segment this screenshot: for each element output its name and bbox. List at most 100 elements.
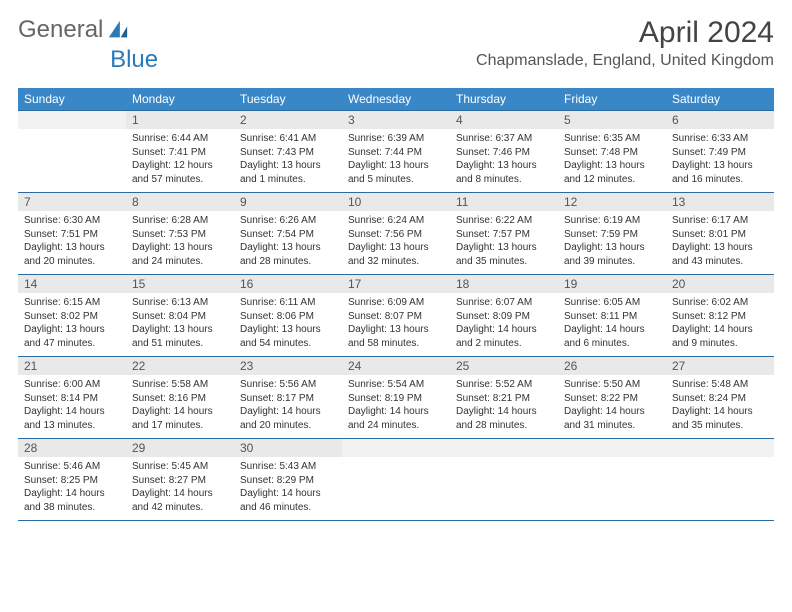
sunset-text: Sunset: 7:56 PM	[348, 228, 444, 242]
sunrise-text: Sunrise: 6:02 AM	[672, 296, 768, 310]
daylight-line2: and 1 minutes.	[240, 173, 336, 187]
day-number: 28	[18, 439, 126, 457]
sunrise-text: Sunrise: 6:30 AM	[24, 214, 120, 228]
day-details: Sunrise: 5:46 AMSunset: 8:25 PMDaylight:…	[18, 457, 126, 518]
day-details: Sunrise: 6:37 AMSunset: 7:46 PMDaylight:…	[450, 129, 558, 190]
week-row: 28Sunrise: 5:46 AMSunset: 8:25 PMDayligh…	[18, 439, 774, 521]
daylight-line1: Daylight: 13 hours	[132, 323, 228, 337]
day-cell	[342, 439, 450, 521]
daylight-line2: and 35 minutes.	[456, 255, 552, 269]
day-number: 9	[234, 193, 342, 211]
day-details: Sunrise: 5:50 AMSunset: 8:22 PMDaylight:…	[558, 375, 666, 436]
calendar-page: General April 2024 Chapmanslade, England…	[0, 0, 792, 537]
daylight-line2: and 2 minutes.	[456, 337, 552, 351]
day-number: 22	[126, 357, 234, 375]
sunset-text: Sunset: 8:27 PM	[132, 474, 228, 488]
daylight-line2: and 12 minutes.	[564, 173, 660, 187]
day-number	[18, 111, 126, 129]
daylight-line1: Daylight: 14 hours	[564, 405, 660, 419]
sunset-text: Sunset: 8:02 PM	[24, 310, 120, 324]
daylight-line2: and 35 minutes.	[672, 419, 768, 433]
day-cell: 13Sunrise: 6:17 AMSunset: 8:01 PMDayligh…	[666, 193, 774, 275]
daylight-line2: and 9 minutes.	[672, 337, 768, 351]
day-number: 16	[234, 275, 342, 293]
daylight-line1: Daylight: 13 hours	[564, 159, 660, 173]
day-cell	[450, 439, 558, 521]
sunrise-text: Sunrise: 6:35 AM	[564, 132, 660, 146]
day-details: Sunrise: 6:07 AMSunset: 8:09 PMDaylight:…	[450, 293, 558, 354]
day-number: 29	[126, 439, 234, 457]
day-details: Sunrise: 6:17 AMSunset: 8:01 PMDaylight:…	[666, 211, 774, 272]
daylight-line1: Daylight: 13 hours	[240, 159, 336, 173]
day-cell: 19Sunrise: 6:05 AMSunset: 8:11 PMDayligh…	[558, 275, 666, 357]
day-details: Sunrise: 6:28 AMSunset: 7:53 PMDaylight:…	[126, 211, 234, 272]
sunset-text: Sunset: 8:09 PM	[456, 310, 552, 324]
sunset-text: Sunset: 7:59 PM	[564, 228, 660, 242]
sunset-text: Sunset: 7:44 PM	[348, 146, 444, 160]
sunrise-text: Sunrise: 5:54 AM	[348, 378, 444, 392]
daylight-line2: and 58 minutes.	[348, 337, 444, 351]
daylight-line2: and 28 minutes.	[240, 255, 336, 269]
dow-saturday: Saturday	[666, 88, 774, 111]
location-text: Chapmanslade, England, United Kingdom	[476, 52, 774, 70]
daylight-line1: Daylight: 13 hours	[564, 241, 660, 255]
daylight-line1: Daylight: 13 hours	[672, 159, 768, 173]
title-block: April 2024 Chapmanslade, England, United…	[476, 16, 774, 70]
day-cell: 25Sunrise: 5:52 AMSunset: 8:21 PMDayligh…	[450, 357, 558, 439]
brand-logo: General	[18, 16, 133, 44]
day-number	[342, 439, 450, 457]
week-row: 21Sunrise: 6:00 AMSunset: 8:14 PMDayligh…	[18, 357, 774, 439]
day-cell	[558, 439, 666, 521]
day-details: Sunrise: 6:15 AMSunset: 8:02 PMDaylight:…	[18, 293, 126, 354]
calendar-table: Sunday Monday Tuesday Wednesday Thursday…	[18, 88, 774, 521]
day-cell: 11Sunrise: 6:22 AMSunset: 7:57 PMDayligh…	[450, 193, 558, 275]
sunset-text: Sunset: 7:49 PM	[672, 146, 768, 160]
day-cell: 8Sunrise: 6:28 AMSunset: 7:53 PMDaylight…	[126, 193, 234, 275]
sunrise-text: Sunrise: 6:19 AM	[564, 214, 660, 228]
day-details: Sunrise: 6:02 AMSunset: 8:12 PMDaylight:…	[666, 293, 774, 354]
daylight-line1: Daylight: 14 hours	[672, 405, 768, 419]
day-details: Sunrise: 6:19 AMSunset: 7:59 PMDaylight:…	[558, 211, 666, 272]
sunrise-text: Sunrise: 5:56 AM	[240, 378, 336, 392]
sunrise-text: Sunrise: 5:50 AM	[564, 378, 660, 392]
dow-tuesday: Tuesday	[234, 88, 342, 111]
day-details: Sunrise: 6:33 AMSunset: 7:49 PMDaylight:…	[666, 129, 774, 190]
daylight-line2: and 43 minutes.	[672, 255, 768, 269]
daylight-line2: and 20 minutes.	[240, 419, 336, 433]
day-cell: 22Sunrise: 5:58 AMSunset: 8:16 PMDayligh…	[126, 357, 234, 439]
sunrise-text: Sunrise: 5:46 AM	[24, 460, 120, 474]
day-cell: 24Sunrise: 5:54 AMSunset: 8:19 PMDayligh…	[342, 357, 450, 439]
day-details: Sunrise: 6:39 AMSunset: 7:44 PMDaylight:…	[342, 129, 450, 190]
daylight-line1: Daylight: 13 hours	[24, 241, 120, 255]
day-cell: 10Sunrise: 6:24 AMSunset: 7:56 PMDayligh…	[342, 193, 450, 275]
daylight-line2: and 39 minutes.	[564, 255, 660, 269]
day-details: Sunrise: 5:56 AMSunset: 8:17 PMDaylight:…	[234, 375, 342, 436]
day-details: Sunrise: 5:52 AMSunset: 8:21 PMDaylight:…	[450, 375, 558, 436]
dow-sunday: Sunday	[18, 88, 126, 111]
daylight-line2: and 24 minutes.	[132, 255, 228, 269]
sunset-text: Sunset: 7:53 PM	[132, 228, 228, 242]
day-cell: 27Sunrise: 5:48 AMSunset: 8:24 PMDayligh…	[666, 357, 774, 439]
logo-sail-icon	[107, 19, 129, 41]
daylight-line2: and 38 minutes.	[24, 501, 120, 515]
sunrise-text: Sunrise: 6:28 AM	[132, 214, 228, 228]
day-number: 21	[18, 357, 126, 375]
daylight-line1: Daylight: 14 hours	[348, 405, 444, 419]
sunrise-text: Sunrise: 6:39 AM	[348, 132, 444, 146]
day-number: 5	[558, 111, 666, 129]
daylight-line2: and 6 minutes.	[564, 337, 660, 351]
daylight-line2: and 24 minutes.	[348, 419, 444, 433]
daylight-line1: Daylight: 13 hours	[456, 159, 552, 173]
day-number: 7	[18, 193, 126, 211]
day-details: Sunrise: 6:24 AMSunset: 7:56 PMDaylight:…	[342, 211, 450, 272]
day-details: Sunrise: 6:00 AMSunset: 8:14 PMDaylight:…	[18, 375, 126, 436]
day-number: 18	[450, 275, 558, 293]
sunrise-text: Sunrise: 6:33 AM	[672, 132, 768, 146]
sunrise-text: Sunrise: 6:15 AM	[24, 296, 120, 310]
day-number: 13	[666, 193, 774, 211]
daylight-line2: and 42 minutes.	[132, 501, 228, 515]
dow-monday: Monday	[126, 88, 234, 111]
daylight-line2: and 51 minutes.	[132, 337, 228, 351]
sunset-text: Sunset: 8:17 PM	[240, 392, 336, 406]
sunset-text: Sunset: 8:04 PM	[132, 310, 228, 324]
